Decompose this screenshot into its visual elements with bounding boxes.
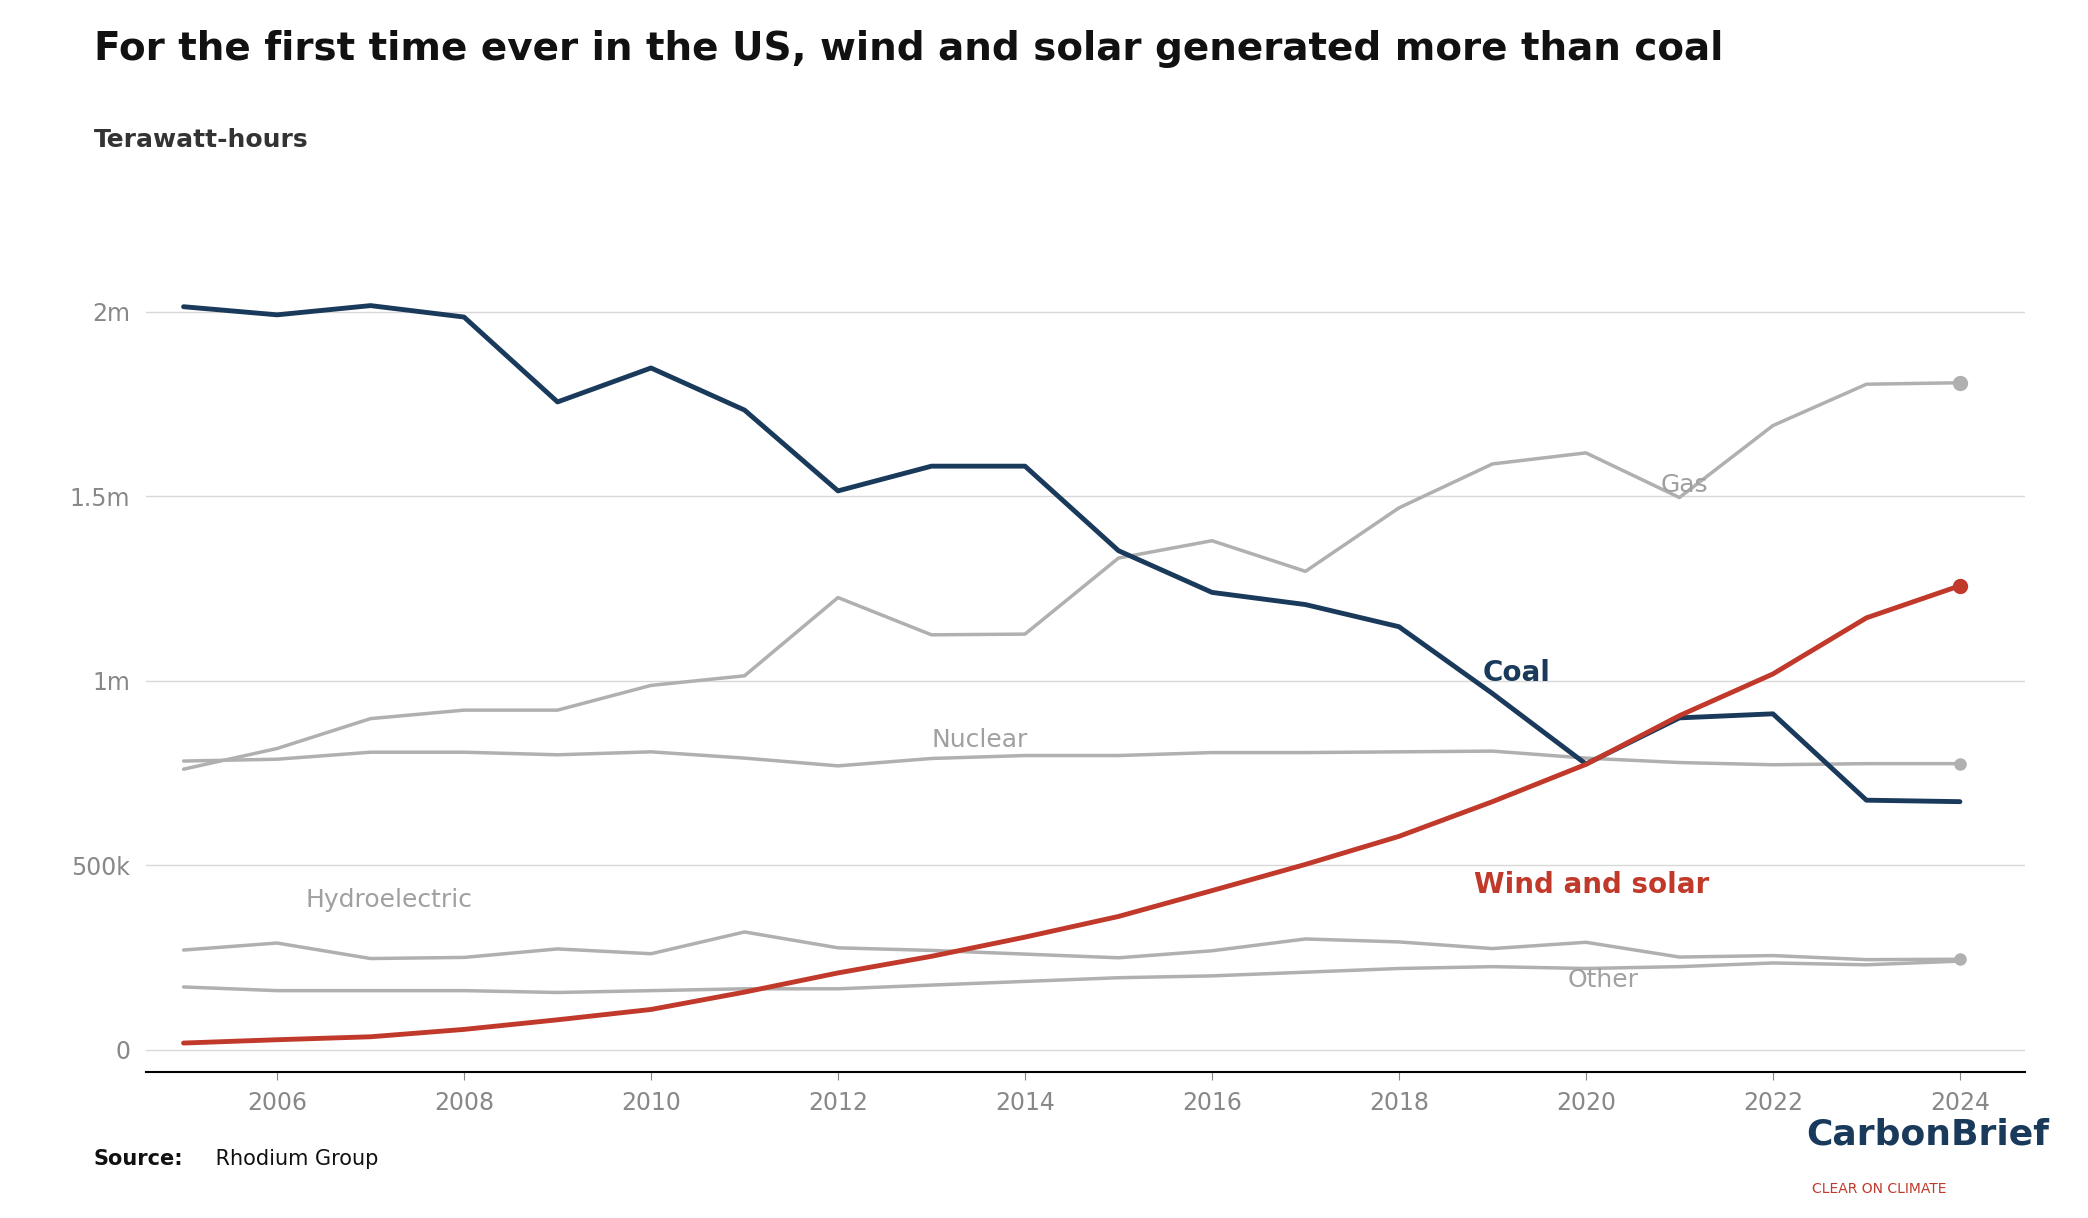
Text: Other: Other [1568,968,1639,993]
Text: CarbonBrief: CarbonBrief [1806,1117,2048,1151]
Text: Coal: Coal [1482,659,1551,687]
Text: Nuclear: Nuclear [931,727,1027,752]
Text: Wind and solar: Wind and solar [1474,871,1708,899]
Text: Rhodium Group: Rhodium Group [209,1150,378,1169]
Text: Terawatt-hours: Terawatt-hours [94,128,309,152]
Text: Gas: Gas [1660,473,1708,497]
Text: CLEAR ON CLIMATE: CLEAR ON CLIMATE [1812,1183,1946,1196]
Text: Hydroelectric: Hydroelectric [305,888,472,912]
Text: For the first time ever in the US, wind and solar generated more than coal: For the first time ever in the US, wind … [94,30,1723,68]
Text: Source:: Source: [94,1150,184,1169]
